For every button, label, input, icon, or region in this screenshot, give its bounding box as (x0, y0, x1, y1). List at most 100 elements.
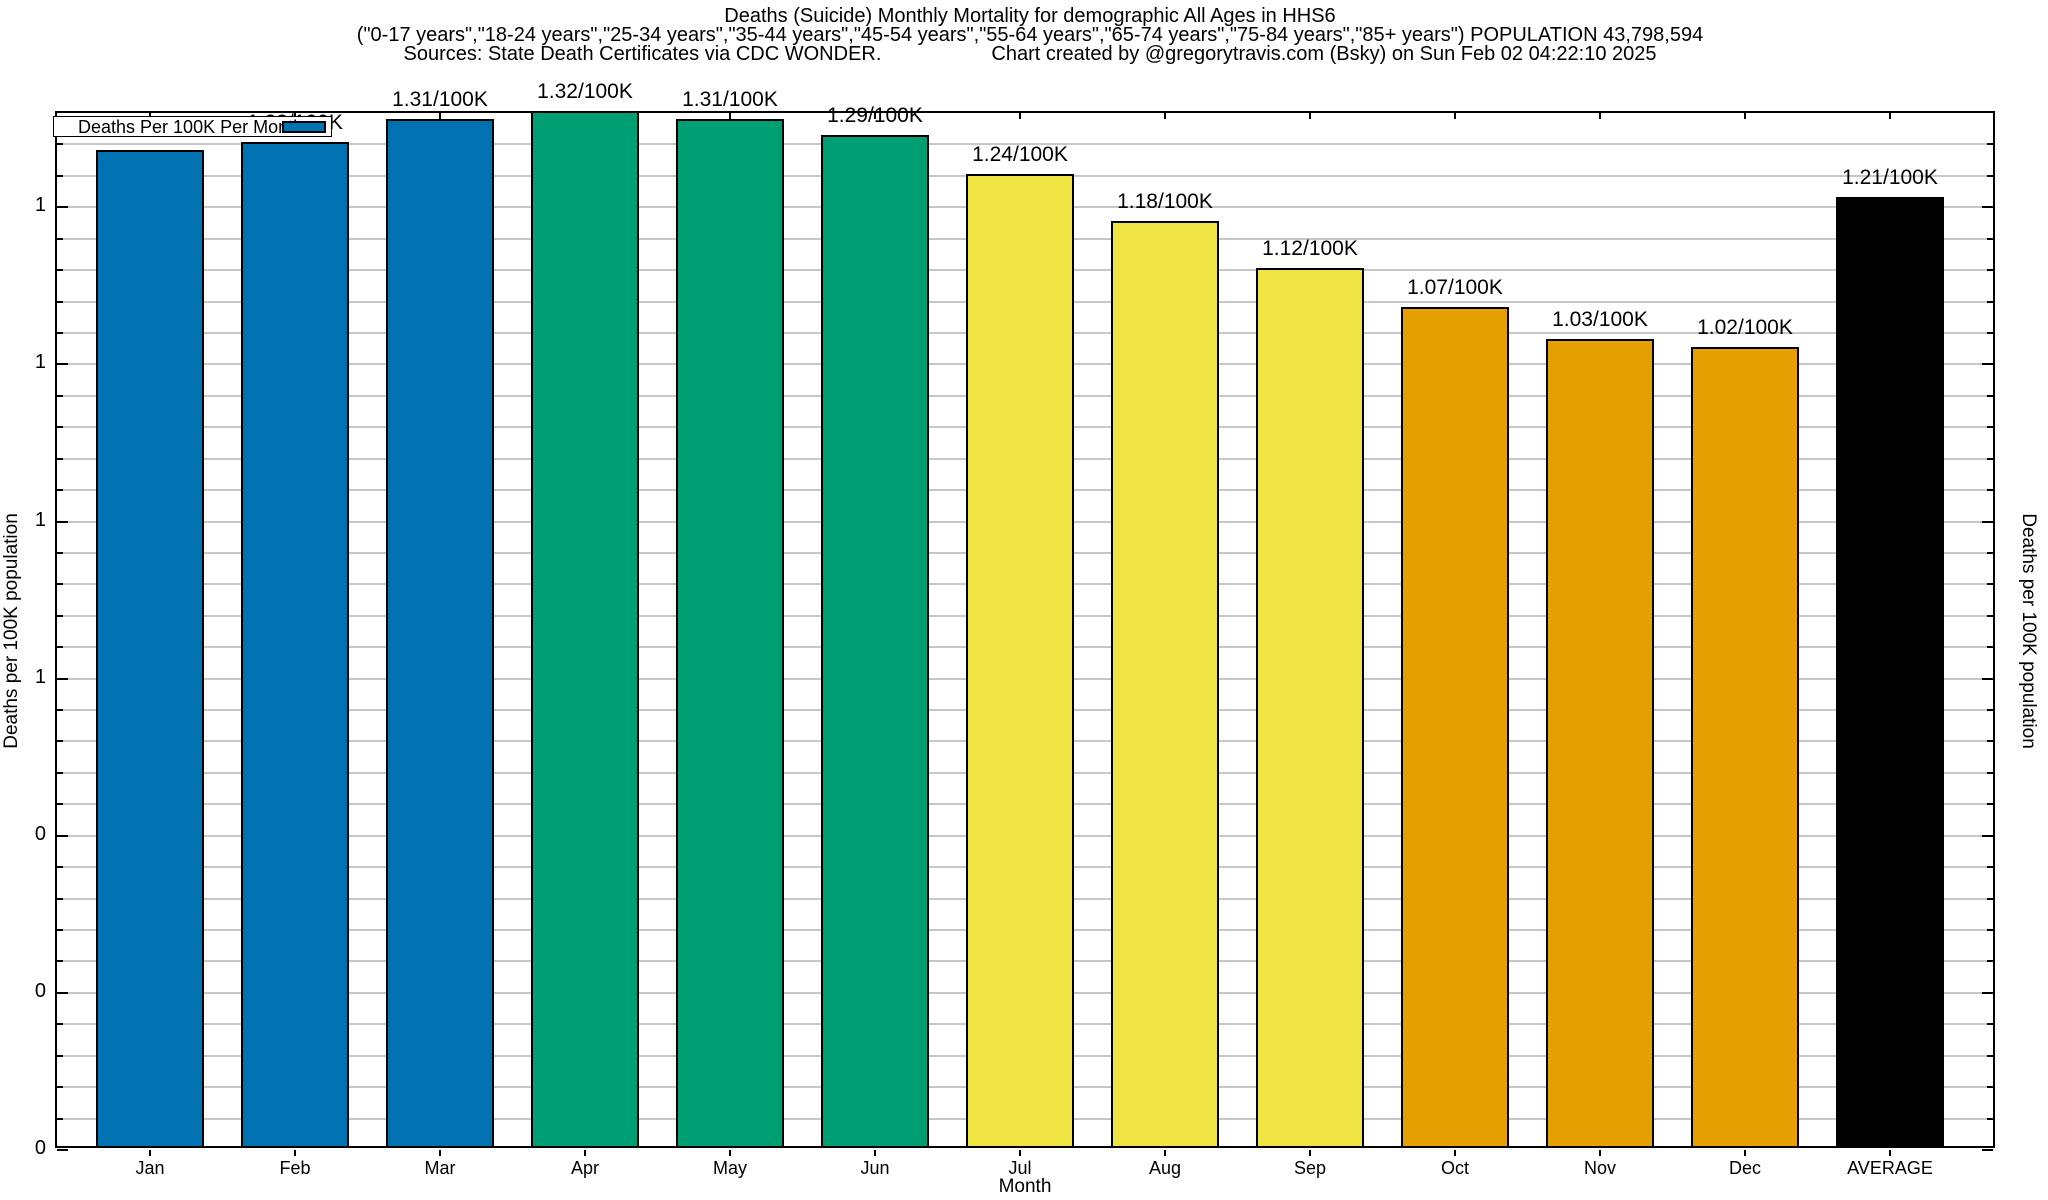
x-tick-bottom (1019, 1150, 1021, 1156)
y-tick-left (57, 897, 63, 900)
y-tick-right (1987, 551, 1993, 554)
y-tick-left (57, 771, 63, 774)
chart-title: Deaths (Suicide) Monthly Mortality for d… (724, 5, 1336, 27)
chart-source-line: Sources: State Death Certificates via CD… (0, 44, 2048, 64)
value-label-may: 1.31/100K (682, 87, 778, 111)
y-tick-right (1982, 991, 1993, 994)
bar-jul (966, 173, 1074, 1148)
y-tick-right (1982, 520, 1993, 523)
y-tick-right (1982, 677, 1993, 680)
y-tick-right (1987, 771, 1993, 774)
x-tick-label-apr: Apr (570, 1158, 599, 1178)
y-tick-label: 1 (34, 508, 46, 531)
y-axis-label-right: Deaths per 100K population (2018, 513, 2039, 749)
y-tick-left (57, 834, 68, 837)
chart-sources-text: Sources: State Death Certificates via CD… (403, 43, 882, 65)
y-tick-right (1987, 174, 1993, 177)
y-gridline (59, 143, 1993, 146)
y-tick-left (57, 269, 63, 272)
y-tick-label: 1 (34, 351, 46, 374)
x-tick-label-nov: Nov (1583, 1158, 1616, 1178)
bar-sep (1256, 268, 1364, 1148)
bar-nov (1546, 338, 1654, 1148)
y-tick-left (57, 143, 63, 146)
y-tick-left (57, 960, 63, 963)
legend-label: Deaths Per 100K Per Month (78, 116, 304, 137)
bar-jun (821, 134, 929, 1148)
x-tick-label-jul: Jul (1008, 1158, 1032, 1178)
y-tick-left (57, 740, 63, 743)
y-tick-left (57, 520, 68, 523)
y-tick-label: 0 (34, 979, 46, 1002)
x-tick-top (1454, 113, 1456, 119)
y-tick-right (1987, 1023, 1993, 1026)
y-tick-right (1987, 426, 1993, 429)
y-tick-left (57, 237, 63, 240)
x-tick-bottom (729, 1150, 731, 1156)
bar-apr (531, 111, 639, 1148)
y-tick-right (1987, 143, 1993, 146)
y-tick-right (1987, 300, 1993, 303)
y-tick-left (57, 1117, 63, 1120)
y-tick-label: 0 (34, 822, 46, 845)
y-tick-right (1987, 960, 1993, 963)
bar-mar (386, 118, 494, 1148)
y-tick-right (1987, 1117, 1993, 1120)
value-label-average: 1.21/100K (1842, 166, 1938, 190)
x-tick-label-aug: Aug (1148, 1158, 1182, 1178)
x-tick-top (1309, 113, 1311, 119)
y-tick-right (1987, 929, 1993, 932)
x-tick-bottom (584, 1150, 586, 1156)
x-tick-bottom (1309, 1150, 1311, 1156)
y-tick-right (1987, 489, 1993, 492)
y-tick-right (1987, 897, 1993, 900)
bar-may (676, 118, 784, 1148)
x-tick-bottom (439, 1150, 441, 1156)
x-axis-label: Month (998, 1176, 1052, 1197)
y-tick-left (57, 1149, 68, 1151)
y-tick-right (1987, 740, 1993, 743)
x-tick-top (1599, 113, 1601, 119)
bar-aug (1111, 220, 1219, 1148)
x-tick-label-may: May (712, 1158, 747, 1178)
x-tick-top (1889, 113, 1891, 119)
legend: Deaths Per 100K Per Month (53, 116, 332, 137)
y-tick-right (1987, 803, 1993, 806)
y-tick-right (1987, 457, 1993, 460)
y-tick-left (57, 394, 63, 397)
x-tick-bottom (149, 1150, 151, 1156)
x-tick-bottom (1889, 1150, 1891, 1156)
y-tick-right (1982, 206, 1993, 209)
y-tick-left (57, 174, 63, 177)
y-tick-right (1982, 1149, 1993, 1151)
y-tick-label: 0 (34, 1137, 46, 1159)
x-tick-top (1164, 113, 1166, 119)
y-tick-right (1987, 1054, 1993, 1057)
chart-subtitle: ("0-17 years","18-24 years","25-34 years… (356, 24, 1704, 46)
x-tick-label-average: AVERAGE (1847, 1158, 1933, 1178)
y-tick-right (1987, 646, 1993, 649)
y-tick-right (1987, 614, 1993, 617)
y-tick-left (57, 426, 63, 429)
x-tick-label-oct: Oct (1440, 1158, 1469, 1178)
x-tick-top (439, 113, 441, 119)
y-tick-left (57, 709, 63, 712)
y-tick-left (57, 803, 63, 806)
y-tick-right (1987, 331, 1993, 334)
value-label-dec: 1.02/100K (1697, 315, 1793, 339)
y-tick-left (57, 1054, 63, 1057)
y-tick-right (1987, 866, 1993, 869)
x-tick-label-mar: Mar (424, 1158, 456, 1178)
x-tick-top (1744, 113, 1746, 119)
y-tick-right (1987, 709, 1993, 712)
y-tick-left (57, 363, 68, 366)
x-tick-label-feb: Feb (279, 1158, 311, 1178)
y-tick-left (57, 551, 63, 554)
value-label-apr: 1.32/100K (537, 80, 633, 103)
x-tick-bottom (874, 1150, 876, 1156)
y-tick-right (1982, 363, 1993, 366)
value-label-sep: 1.12/100K (1262, 237, 1358, 261)
y-tick-left (57, 300, 63, 303)
y-tick-label: 1 (34, 665, 46, 688)
